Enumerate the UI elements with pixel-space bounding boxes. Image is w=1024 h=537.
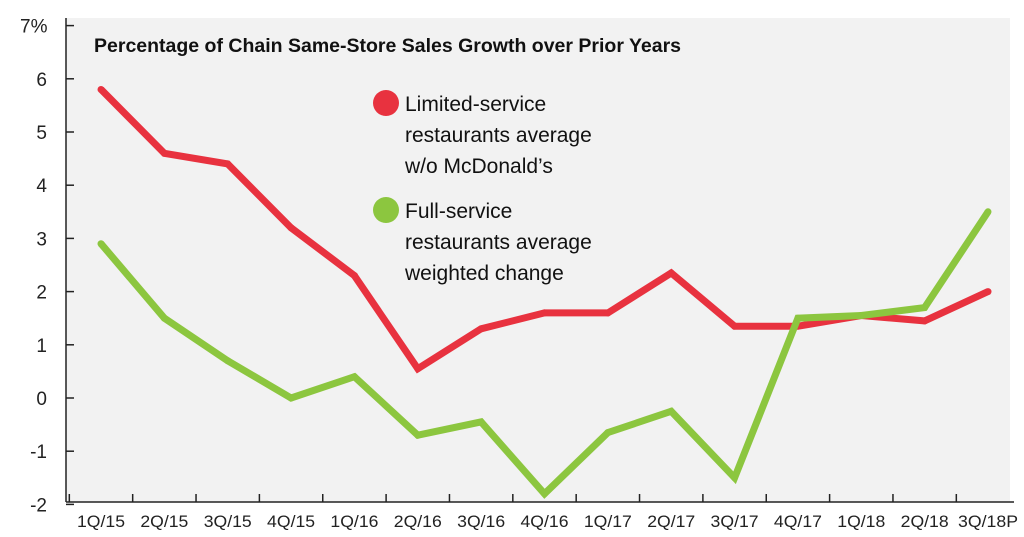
x-tick-label: 3Q/18P [958,512,1018,531]
data-point [477,325,485,333]
data-point [414,365,422,373]
data-point [731,474,739,482]
data-point [731,322,739,330]
y-tick-label: 1 [36,336,47,357]
data-point [97,85,105,93]
y-tick-label: 5 [36,123,47,144]
x-tick-label: 3Q/16 [457,512,505,531]
data-point [350,373,358,381]
data-point [604,309,612,317]
legend-swatch [373,90,399,116]
x-tick-label: 2Q/17 [647,512,695,531]
legend-label-line: weighted change [404,262,564,285]
x-tick-label: 4Q/16 [521,512,569,531]
data-point [667,269,675,277]
chart-title: Percentage of Chain Same-Store Sales Gro… [94,35,681,57]
x-tick-label: 4Q/15 [267,512,315,531]
data-point [921,304,929,312]
y-tick-label: -1 [30,442,47,463]
data-point [541,490,548,498]
x-tick-label: 2Q/16 [394,512,442,531]
series-2 [97,208,992,499]
x-tick-label: 3Q/17 [711,512,759,531]
x-axis: 1Q/15 2Q/15 3Q/15 4Q/15 1Q/16 2Q/16 3Q/16 4Q/16… [66,494,1018,531]
data-point [350,272,358,280]
x-tick-label: 1Q/17 [584,512,632,531]
legend-label-line: Limited-service [405,93,546,116]
y-tick-label: 2 [36,283,47,304]
legend-label-line: w/o McDonald’s [404,155,553,178]
y-tick-label: 3 [36,229,47,250]
data-point [794,314,802,322]
data-point [224,357,232,365]
legend: Limited-service restaurants average w/o Mc… [373,90,592,285]
data-point [414,431,422,439]
legend-item-1: Limited-service restaurants average w/o Mc… [373,90,592,178]
data-point [984,288,992,296]
data-point [984,208,992,216]
data-point [477,418,485,426]
y-tick-label: -2 [30,495,47,516]
y-tick-label: 4 [36,176,47,197]
plot-area [66,18,1010,502]
data-point [160,149,168,157]
data-point [160,314,168,322]
x-tick-label: 1Q/18 [837,512,885,531]
x-tick-label: 1Q/15 [77,512,125,531]
legend-label-line: restaurants average [405,124,592,147]
data-point [541,309,548,317]
data-point [97,240,105,248]
x-tick-label: 2Q/15 [140,512,188,531]
y-tick-label: 7% [20,17,48,38]
x-tick-label: 3Q/15 [204,512,252,531]
data-point [224,160,232,168]
data-point [857,312,865,320]
y-tick-label: 0 [36,389,47,410]
data-point [287,224,295,232]
legend-item-2: Full-service restaurants average weighted … [373,197,592,285]
data-point [667,407,675,415]
y-tick-label: 6 [36,70,47,91]
data-point [287,394,295,402]
y-axis: 7% 6 5 4 3 2 1 0 -1 -2 [20,17,74,516]
data-point [921,317,929,325]
x-tick-label: 1Q/16 [330,512,378,531]
legend-swatch [373,197,399,223]
legend-label-line: restaurants average [405,231,592,254]
data-point [604,429,612,437]
series-layer [97,85,992,499]
legend-label-line: Full-service [405,200,512,223]
x-tick-label: 2Q/18 [901,512,949,531]
x-tick-label: 4Q/17 [774,512,822,531]
